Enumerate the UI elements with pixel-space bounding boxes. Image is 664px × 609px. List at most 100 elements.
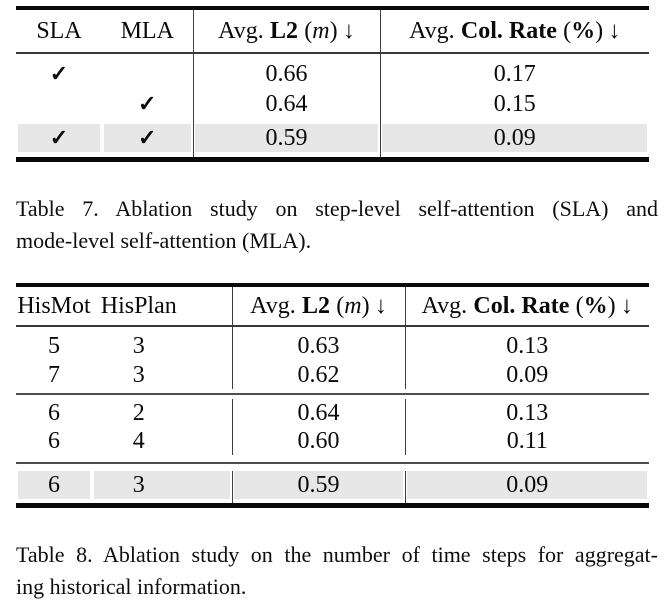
col-rate-value-cell: 0.13 xyxy=(404,327,649,361)
checkmark-icon: ✓ xyxy=(49,61,69,86)
table8-top-rule xyxy=(16,283,649,287)
sla-cell: ✓ xyxy=(16,54,102,90)
l2-value-cell: 0.63 xyxy=(231,327,405,361)
spacer-cell xyxy=(405,455,649,462)
table8-header-col-rate: Avg. Col. Rate (%) ↓ xyxy=(404,287,649,325)
paren-close: ) xyxy=(607,293,616,319)
metric-prefix: Avg. xyxy=(409,18,455,44)
table8-header-hismot: HisMot xyxy=(17,293,91,319)
spacer-cell xyxy=(92,455,232,462)
table-row: ✓ 0.66 0.17 xyxy=(16,54,649,90)
l2-value-cell: 0.59 xyxy=(192,124,380,152)
mla-cell: ✓ xyxy=(102,90,193,118)
col-rate-value-cell: 0.11 xyxy=(404,427,649,455)
table-row: 5 3 0.63 0.13 xyxy=(16,327,649,361)
table-row: 6 4 0.60 0.11 xyxy=(16,427,649,455)
paren-open: ( xyxy=(336,293,345,319)
caption-line: mode-level self-attention (MLA). xyxy=(16,228,312,253)
caption-line: Table 8. Ablation study on the number of… xyxy=(16,542,658,567)
metric-name: Col. Rate xyxy=(460,18,557,44)
l2-value-cell: 0.64 xyxy=(231,399,405,427)
hisplan-cell: 3 xyxy=(132,333,145,359)
spacer-cell xyxy=(92,464,232,471)
col-rate-value-cell: 0.15 xyxy=(379,90,649,118)
spacer-cell xyxy=(232,464,405,471)
table8-header-rule xyxy=(16,325,649,327)
table8-figure: HisMot HisPlan Avg. L2 (m) ↓ Avg. Col. Rate(… xyxy=(16,283,664,603)
col-rate-value-cell: 0.17 xyxy=(379,54,649,90)
sla-cell: ✓ xyxy=(16,124,102,152)
down-arrow-icon: ↓ xyxy=(374,293,387,319)
horizontal-rule xyxy=(16,393,649,395)
hismot-cell: 5 xyxy=(48,333,60,359)
l2-value-cell: 0.66 xyxy=(192,54,380,90)
table8-header-hisplan: HisPlan xyxy=(100,293,177,319)
mla-cell xyxy=(102,54,193,90)
metric-name: Col. Rate xyxy=(473,293,570,319)
horizontal-rule xyxy=(16,462,649,464)
paren-close: ) xyxy=(595,18,604,44)
caption-line: Table 7. Ablation study on step-level se… xyxy=(16,196,658,221)
mla-cell: ✓ xyxy=(102,124,193,152)
table8-bottom-rule xyxy=(16,503,649,508)
table7-header-avg-l2: Avg. L2 (m) ↓ xyxy=(192,10,380,52)
checkmark-icon: ✓ xyxy=(49,125,69,150)
table7-header-row: SLA MLA Avg. L2 (m) ↓ Avg. Col. Rate (%) ↓ xyxy=(16,10,649,52)
table8: HisMot HisPlan Avg. L2 (m) ↓ Avg. Col. Rate(… xyxy=(16,287,649,503)
unit-symbol: % xyxy=(571,18,596,44)
spacer-cell xyxy=(231,499,405,503)
spacer-cell xyxy=(404,499,649,503)
spacer-row xyxy=(16,118,649,124)
table7-caption: Table 7. Ablation study on step-level se… xyxy=(16,193,658,257)
hismot-cell: 6 xyxy=(48,400,60,426)
table8-mid-rule xyxy=(16,393,649,395)
table8-header-row: HisMot HisPlan Avg. L2 (m) ↓ Avg. Col. Rate(… xyxy=(16,287,649,325)
sla-cell xyxy=(16,90,102,118)
table-row: 6 2 0.64 0.13 xyxy=(16,399,649,427)
hisplan-cell: 4 xyxy=(132,428,145,454)
spacer-row xyxy=(16,499,649,503)
paren-close: ) xyxy=(329,18,338,44)
spacer-cell xyxy=(192,152,380,157)
spacer-cell xyxy=(16,464,92,471)
table-row: ✓ 0.64 0.15 xyxy=(16,90,649,118)
l2-value-cell: 0.59 xyxy=(231,471,405,499)
metric-prefix: Avg. xyxy=(421,293,468,319)
hisplan-cell: 3 xyxy=(132,362,145,388)
hismot-cell: 6 xyxy=(16,471,92,499)
table7-header-col-rate: Avg. Col. Rate (%) ↓ xyxy=(379,10,649,52)
metric-prefix: Avg. xyxy=(218,18,264,44)
table8-caption: Table 8. Ablation study on the number of… xyxy=(16,539,658,603)
spacer-cell xyxy=(16,455,92,462)
down-arrow-icon: ↓ xyxy=(342,18,355,44)
spacer-row xyxy=(16,464,649,471)
col-rate-value-cell: 0.09 xyxy=(379,124,649,152)
spacer-cell xyxy=(192,118,380,124)
unit-symbol: % xyxy=(583,293,608,319)
down-arrow-icon: ↓ xyxy=(620,293,633,319)
metric-unit: (m) xyxy=(336,293,369,319)
hismot-cell: 6 xyxy=(48,428,60,454)
checkmark-icon: ✓ xyxy=(138,125,157,150)
spacer-cell xyxy=(379,118,649,124)
paren-open: ( xyxy=(304,18,313,44)
table7-header-rule xyxy=(16,52,649,54)
metric-name: L2 xyxy=(269,18,298,44)
table-row: 7 3 0.62 0.09 xyxy=(16,361,649,389)
table7-header-mla: MLA xyxy=(120,18,174,44)
spacer-row xyxy=(16,455,649,462)
metric-prefix: Avg. xyxy=(250,293,296,319)
unit-symbol: m xyxy=(312,18,330,44)
table-row-highlighted: 6 3 0.59 0.09 xyxy=(16,471,649,499)
spacer-row xyxy=(16,152,649,157)
table-row-highlighted: ✓ ✓ 0.59 0.09 xyxy=(16,124,649,152)
paren-open: ( xyxy=(563,18,572,44)
hismot-cell: 7 xyxy=(48,362,60,388)
table7-bottom-rule xyxy=(16,157,649,162)
paren-open: ( xyxy=(575,293,584,319)
table7: SLA MLA Avg. L2 (m) ↓ Avg. Col. Rate (%) ↓ ✓ 0… xyxy=(16,10,649,157)
table7-top-rule xyxy=(16,6,649,10)
col-rate-value-cell: 0.09 xyxy=(404,471,649,499)
paper-page: SLA MLA Avg. L2 (m) ↓ Avg. Col. Rate (%) ↓ ✓ 0… xyxy=(0,6,664,603)
col-rate-value-cell: 0.09 xyxy=(404,361,649,389)
